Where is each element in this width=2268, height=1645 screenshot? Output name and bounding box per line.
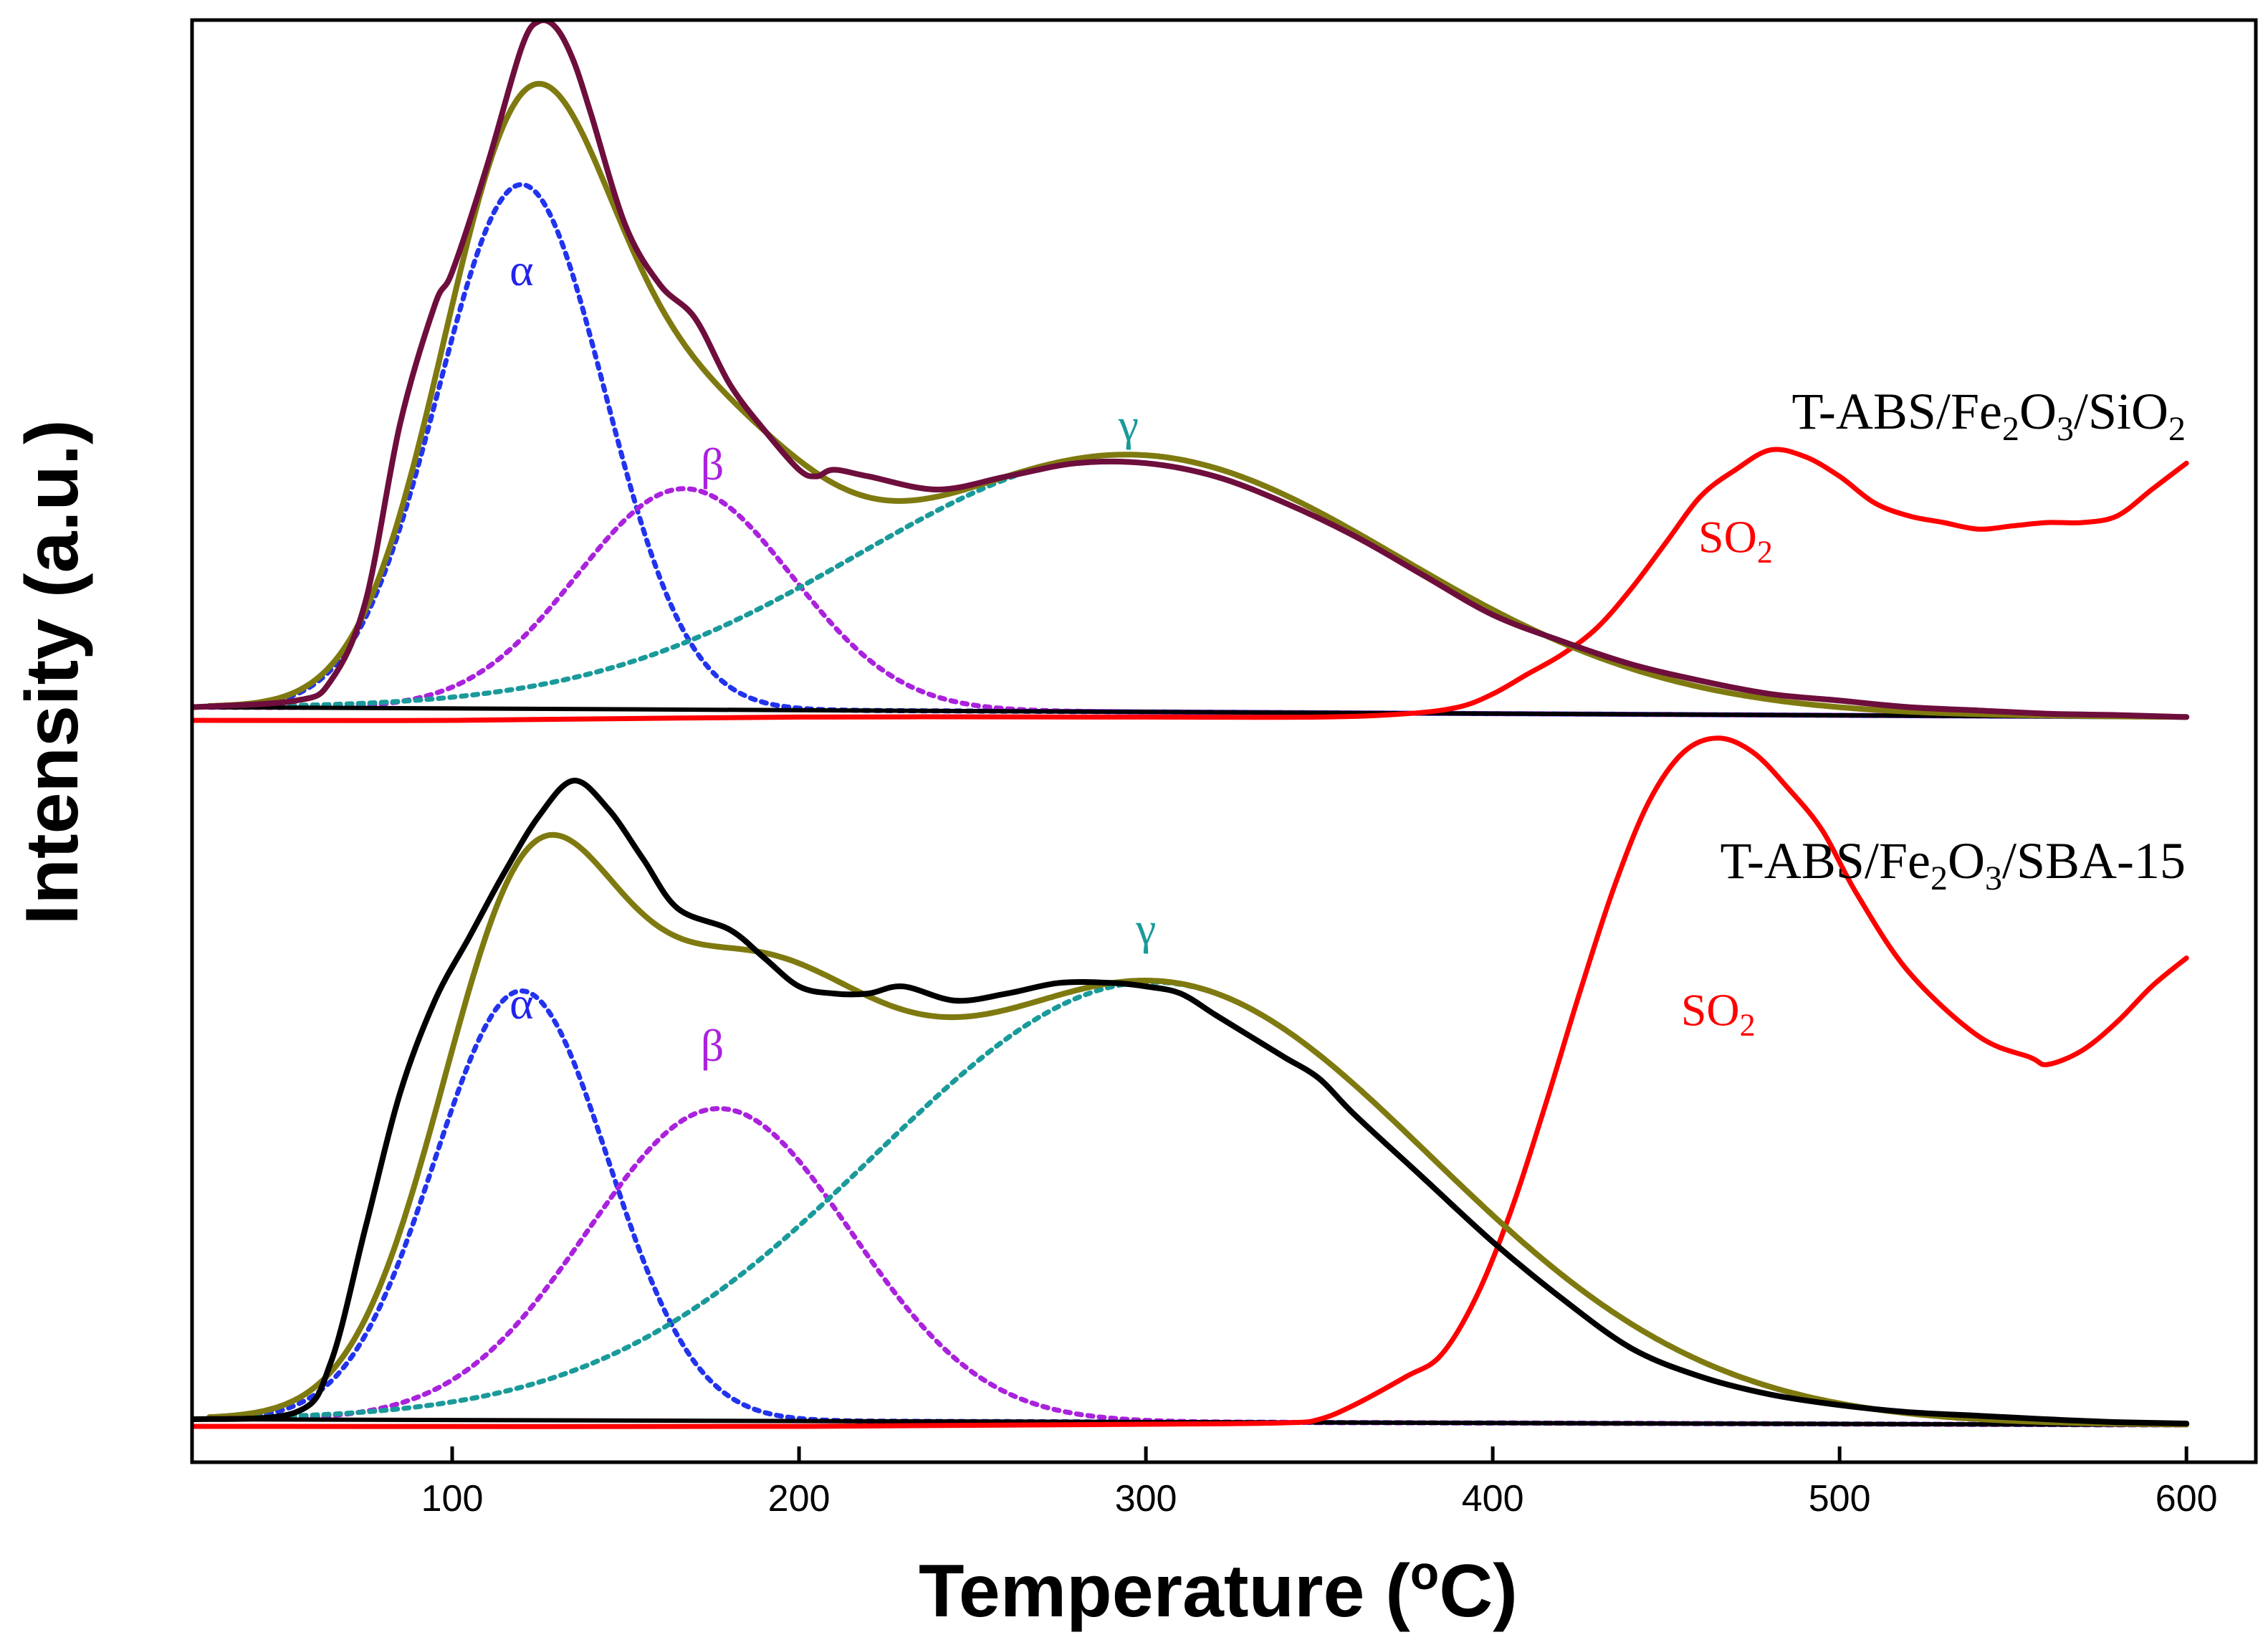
x-tick-label-400: 400	[1462, 1478, 1524, 1520]
series-so2-bottom	[192, 735, 2189, 1429]
peak-label-947-top: γ	[1118, 399, 1139, 450]
y-axis-title: Intensity (a.u.)	[11, 420, 94, 925]
peak-label-947-bottom: γ	[1135, 903, 1156, 954]
series-measured-top	[192, 20, 2190, 720]
so2-label-top: SO2	[1698, 511, 1773, 569]
peak-label-946-bottom: β	[701, 1020, 724, 1071]
so2-label-bottom: SO2	[1681, 985, 1756, 1043]
peak-label-946-top: β	[701, 439, 724, 490]
peak-label-945-bottom: α	[509, 978, 534, 1029]
x-axis-title: Temperature (oC)	[919, 1546, 1518, 1633]
x-axis: 100 200 300 400 500 600	[421, 1446, 2218, 1520]
x-tick-label-100: 100	[421, 1478, 484, 1520]
x-tick-label-200: 200	[768, 1478, 831, 1520]
x-tick-label-500: 500	[1809, 1478, 1871, 1520]
peak-label-945-top: α	[509, 244, 534, 295]
series-so2-top	[192, 447, 2189, 723]
series-baseline-top	[192, 705, 2189, 720]
panel-bottom	[192, 735, 2190, 1429]
sample-label-bottom: T-ABS/Fe2O3/SBA-15	[1721, 832, 2186, 897]
x-tick-label-300: 300	[1115, 1478, 1177, 1520]
series-measured-bottom	[192, 778, 2190, 1426]
series-fit-top	[206, 80, 2190, 720]
annotation-layer: α β γ SO2 T-ABS/Fe2O3/SiO2 α β γ SO2 T-ABS/Fe2O3/…	[509, 244, 2186, 1071]
series-layer	[192, 20, 2190, 1429]
panel-top	[192, 20, 2190, 723]
sample-label-top: T-ABS/Fe2O3/SiO2	[1792, 383, 2186, 448]
plot-frame	[190, 18, 2258, 1464]
x-tick-label-600: 600	[2155, 1478, 2218, 1520]
